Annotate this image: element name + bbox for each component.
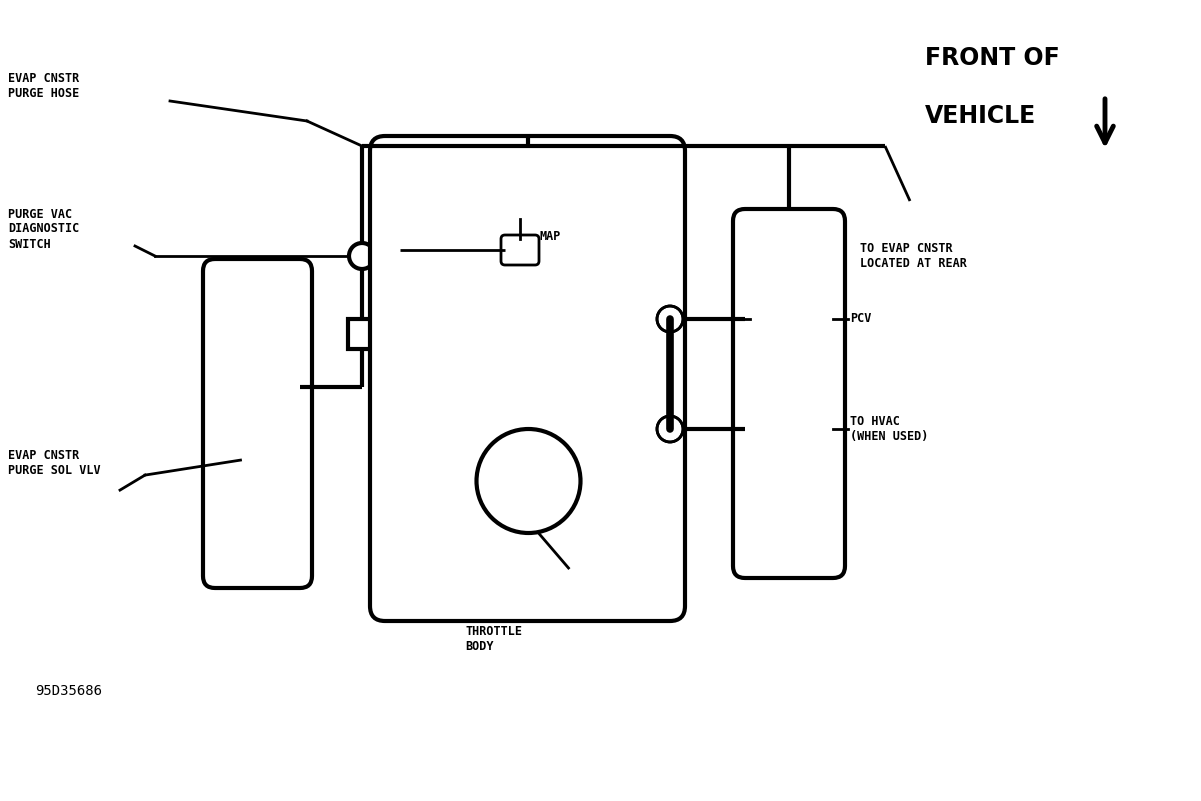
FancyBboxPatch shape bbox=[370, 136, 685, 621]
FancyBboxPatch shape bbox=[501, 235, 539, 265]
Text: EVAP CNSTR
PURGE SOL VLV: EVAP CNSTR PURGE SOL VLV bbox=[8, 449, 101, 477]
Text: PCV: PCV bbox=[850, 312, 872, 325]
Text: THROTTLE
BODY: THROTTLE BODY bbox=[465, 625, 522, 653]
Text: 95D35686: 95D35686 bbox=[35, 684, 102, 698]
Text: EVAP CNSTR
PURGE HOSE: EVAP CNSTR PURGE HOSE bbox=[8, 72, 79, 100]
FancyBboxPatch shape bbox=[203, 259, 312, 588]
Text: TO EVAP CNSTR
LOCATED AT REAR: TO EVAP CNSTR LOCATED AT REAR bbox=[860, 242, 967, 270]
FancyBboxPatch shape bbox=[348, 319, 376, 349]
Text: TO HVAC
(WHEN USED): TO HVAC (WHEN USED) bbox=[850, 415, 928, 443]
FancyBboxPatch shape bbox=[733, 209, 846, 578]
Text: PURGE VAC
DIAGNOSTIC
SWITCH: PURGE VAC DIAGNOSTIC SWITCH bbox=[8, 207, 79, 251]
Text: FRONT OF: FRONT OF bbox=[925, 46, 1059, 70]
Text: MAP: MAP bbox=[540, 230, 561, 243]
Text: VEHICLE: VEHICLE bbox=[925, 104, 1036, 128]
